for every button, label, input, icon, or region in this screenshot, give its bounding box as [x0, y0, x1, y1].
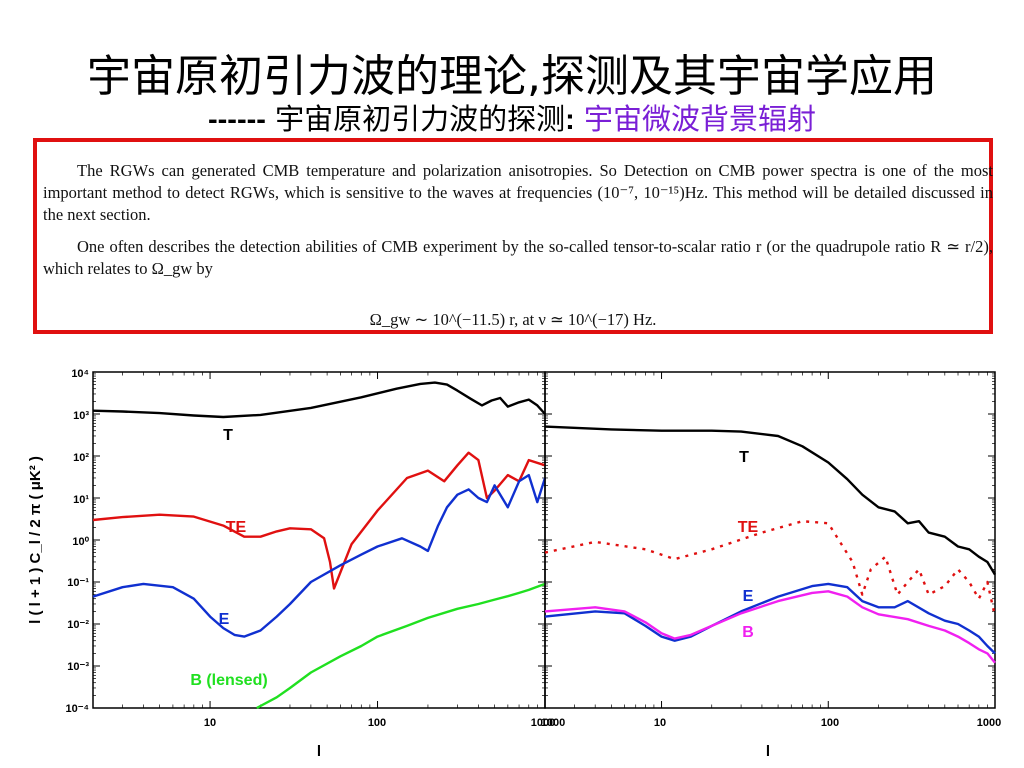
- curve-label-right-3: B: [742, 624, 754, 641]
- x-tick-label-left: 1000: [531, 717, 555, 729]
- series-line-b: [544, 590, 996, 664]
- subtitle-highlight: 宇宙微波背景辐射: [574, 102, 817, 136]
- y-tick-label: 10²: [73, 452, 89, 464]
- series-line-t: [544, 425, 997, 576]
- curve-label-right-2: E: [743, 588, 754, 605]
- y-tick-label: 10⁻¹: [67, 577, 89, 589]
- x-tick-label-left: 100: [368, 717, 386, 729]
- curve-label-left-0: T: [223, 427, 233, 444]
- curve-label-right-0: T: [739, 449, 749, 466]
- curve-label-left-3: B (lensed): [190, 672, 267, 689]
- x-tick-label-right: 100: [821, 717, 839, 729]
- series-line-te: [92, 451, 546, 590]
- series-line-te: [544, 519, 997, 617]
- series-line-e: [92, 473, 547, 638]
- slide-title: 宇宙原初引力波的理论,探测及其宇宙学应用: [87, 51, 937, 102]
- equation: Ω_gw ∼ 10^(−11.5) r, at ν ≃ 10^(−17) Hz.: [369, 310, 657, 329]
- y-tick-label: 10³: [73, 410, 89, 422]
- x-tick-label-right: 1000: [541, 717, 565, 729]
- left-panel: [92, 371, 547, 710]
- paragraph-2: One often describes the detection abilit…: [43, 237, 993, 278]
- cmb-power-spectra-figure: 10⁴ 10³ 10² 10¹ 10⁰ 10⁻¹ 10⁻² 10⁻³ 10⁻⁴ 10 100 1000…: [27, 368, 1001, 760]
- series-line-t: [92, 381, 546, 419]
- series-line-e: [544, 582, 996, 655]
- x-tick-label-right: 1000: [977, 717, 1001, 729]
- y-tick-label: 10⁻⁴: [66, 703, 89, 715]
- x-tick-label-left: 10: [204, 717, 216, 729]
- text-box: The RGWs can generated CMB temperature a…: [33, 138, 993, 334]
- x-tick-label-right: 10: [654, 717, 666, 729]
- subtitle-prefix: 宇宙原初引力波的探测: [265, 102, 566, 136]
- subtitle-dashes: ------: [207, 104, 266, 136]
- subtitle-colon: :: [565, 104, 575, 136]
- right-panel: [544, 371, 997, 709]
- curve-label-right-1: TE: [738, 519, 759, 536]
- y-tick-label: 10¹: [73, 494, 89, 506]
- y-tick-label: 10⁻²: [67, 619, 89, 631]
- curve-label-left-2: E: [219, 611, 230, 628]
- curve-label-left-1: TE: [226, 519, 247, 536]
- series-line-b-lensed: [256, 582, 546, 710]
- plot-frame: [92, 371, 546, 709]
- y-tick-label: 10⁴: [71, 368, 89, 380]
- x-axis-label-right: l: [766, 743, 770, 760]
- y-tick-label: 10⁻³: [67, 661, 89, 673]
- paragraph-1: The RGWs can generated CMB temperature a…: [43, 161, 993, 224]
- y-axis-label: l ( l + 1 ) C_l / 2 π ( μK² ): [27, 456, 44, 624]
- figure-labels: 10⁴ 10³ 10² 10¹ 10⁰ 10⁻¹ 10⁻² 10⁻³ 10⁻⁴ 10 100 1000…: [27, 368, 1001, 760]
- y-tick-label: 10⁰: [72, 536, 89, 548]
- plot-frame: [544, 371, 996, 709]
- x-axis-label-left: l: [317, 743, 321, 760]
- slide-subtitle: ------ 宇宙原初引力波的探测: 宇宙微波背景辐射: [0, 96, 1024, 138]
